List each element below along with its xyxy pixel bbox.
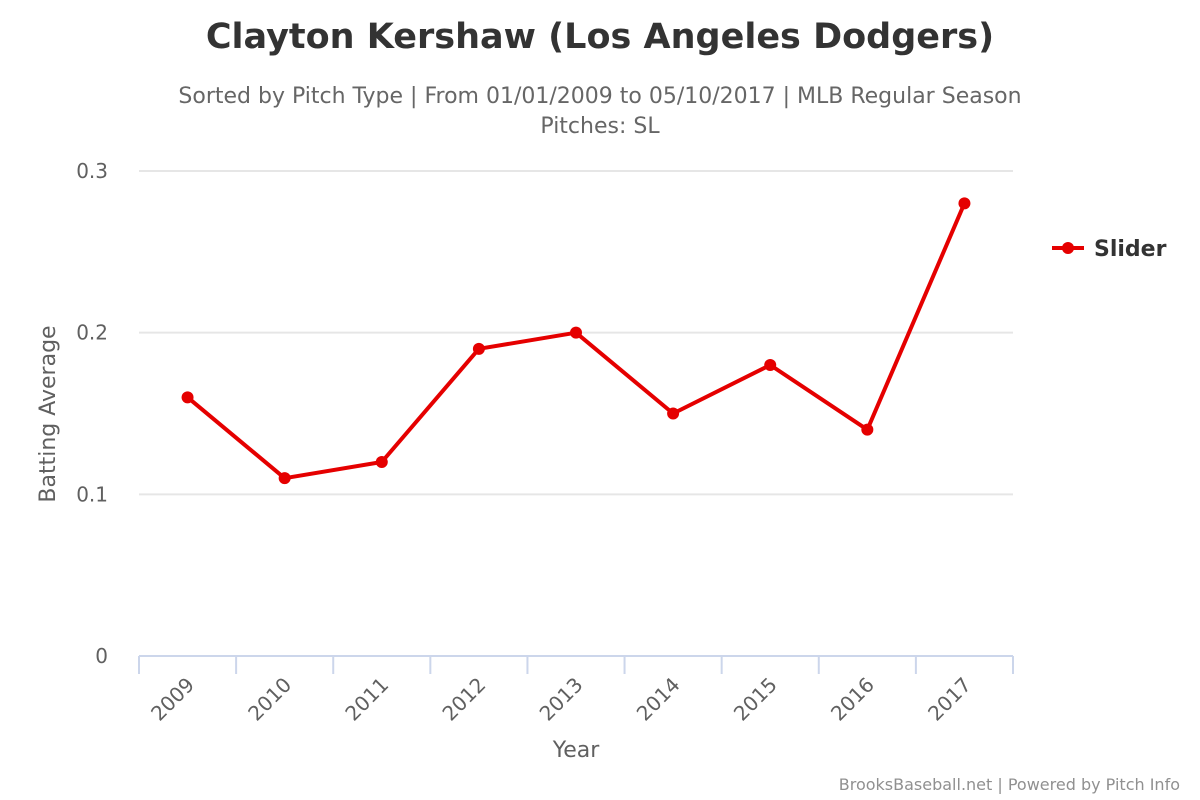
legend[interactable]: Slider [1052, 237, 1167, 262]
x-tick-label: 2013 [535, 673, 588, 726]
x-axis-tick-labels: 2009 2010 2011 2012 2013 2014 2015 2016 2017 [146, 673, 976, 726]
data-point-2013[interactable] [570, 326, 582, 339]
x-tick-label: 2015 [729, 673, 782, 726]
data-point-2015[interactable] [764, 359, 777, 371]
data-point-2011[interactable] [375, 456, 388, 468]
x-tick-label: 2016 [826, 673, 879, 726]
chart-subtitle-line2: Pitches: SL [540, 114, 660, 139]
x-tick-label: 2009 [146, 673, 199, 726]
data-point-2012[interactable] [472, 342, 485, 355]
legend-marker [1062, 242, 1074, 254]
x-tick-label: 2010 [243, 673, 296, 726]
y-tick-label: 0.3 [76, 159, 108, 183]
data-point-2014[interactable] [667, 407, 680, 420]
chart-subtitle-line1: Sorted by Pitch Type | From 01/01/2009 t… [178, 84, 1021, 109]
x-tick-label: 2017 [923, 673, 976, 726]
x-axis-title: Year [552, 738, 601, 763]
y-tick-label: 0.2 [76, 321, 108, 345]
data-point-2016[interactable] [861, 423, 874, 436]
series-slider [181, 197, 971, 485]
x-tick-label: 2014 [632, 673, 685, 726]
y-axis-ticks: 0 0.1 0.2 0.3 [76, 159, 108, 668]
data-point-2017[interactable] [958, 197, 971, 210]
x-tick-label: 2011 [340, 673, 393, 726]
data-point-2010[interactable] [278, 472, 291, 485]
data-point-2009[interactable] [181, 391, 194, 404]
chart-title: Clayton Kershaw (Los Angeles Dodgers) [206, 17, 994, 57]
y-tick-label: 0 [95, 644, 108, 668]
credits[interactable]: BrooksBaseball.net | Powered by Pitch In… [839, 775, 1180, 794]
legend-label-slider[interactable]: Slider [1094, 237, 1167, 262]
x-tick-label: 2012 [437, 673, 490, 726]
series-line [185, 201, 967, 481]
x-axis-tick-marks [138, 656, 1014, 674]
y-tick-label: 0.1 [76, 482, 108, 506]
y-axis-title: Batting Average [36, 325, 61, 502]
x-axis: 2009 2010 2011 2012 2013 2014 2015 2016 2017 [138, 655, 1014, 726]
